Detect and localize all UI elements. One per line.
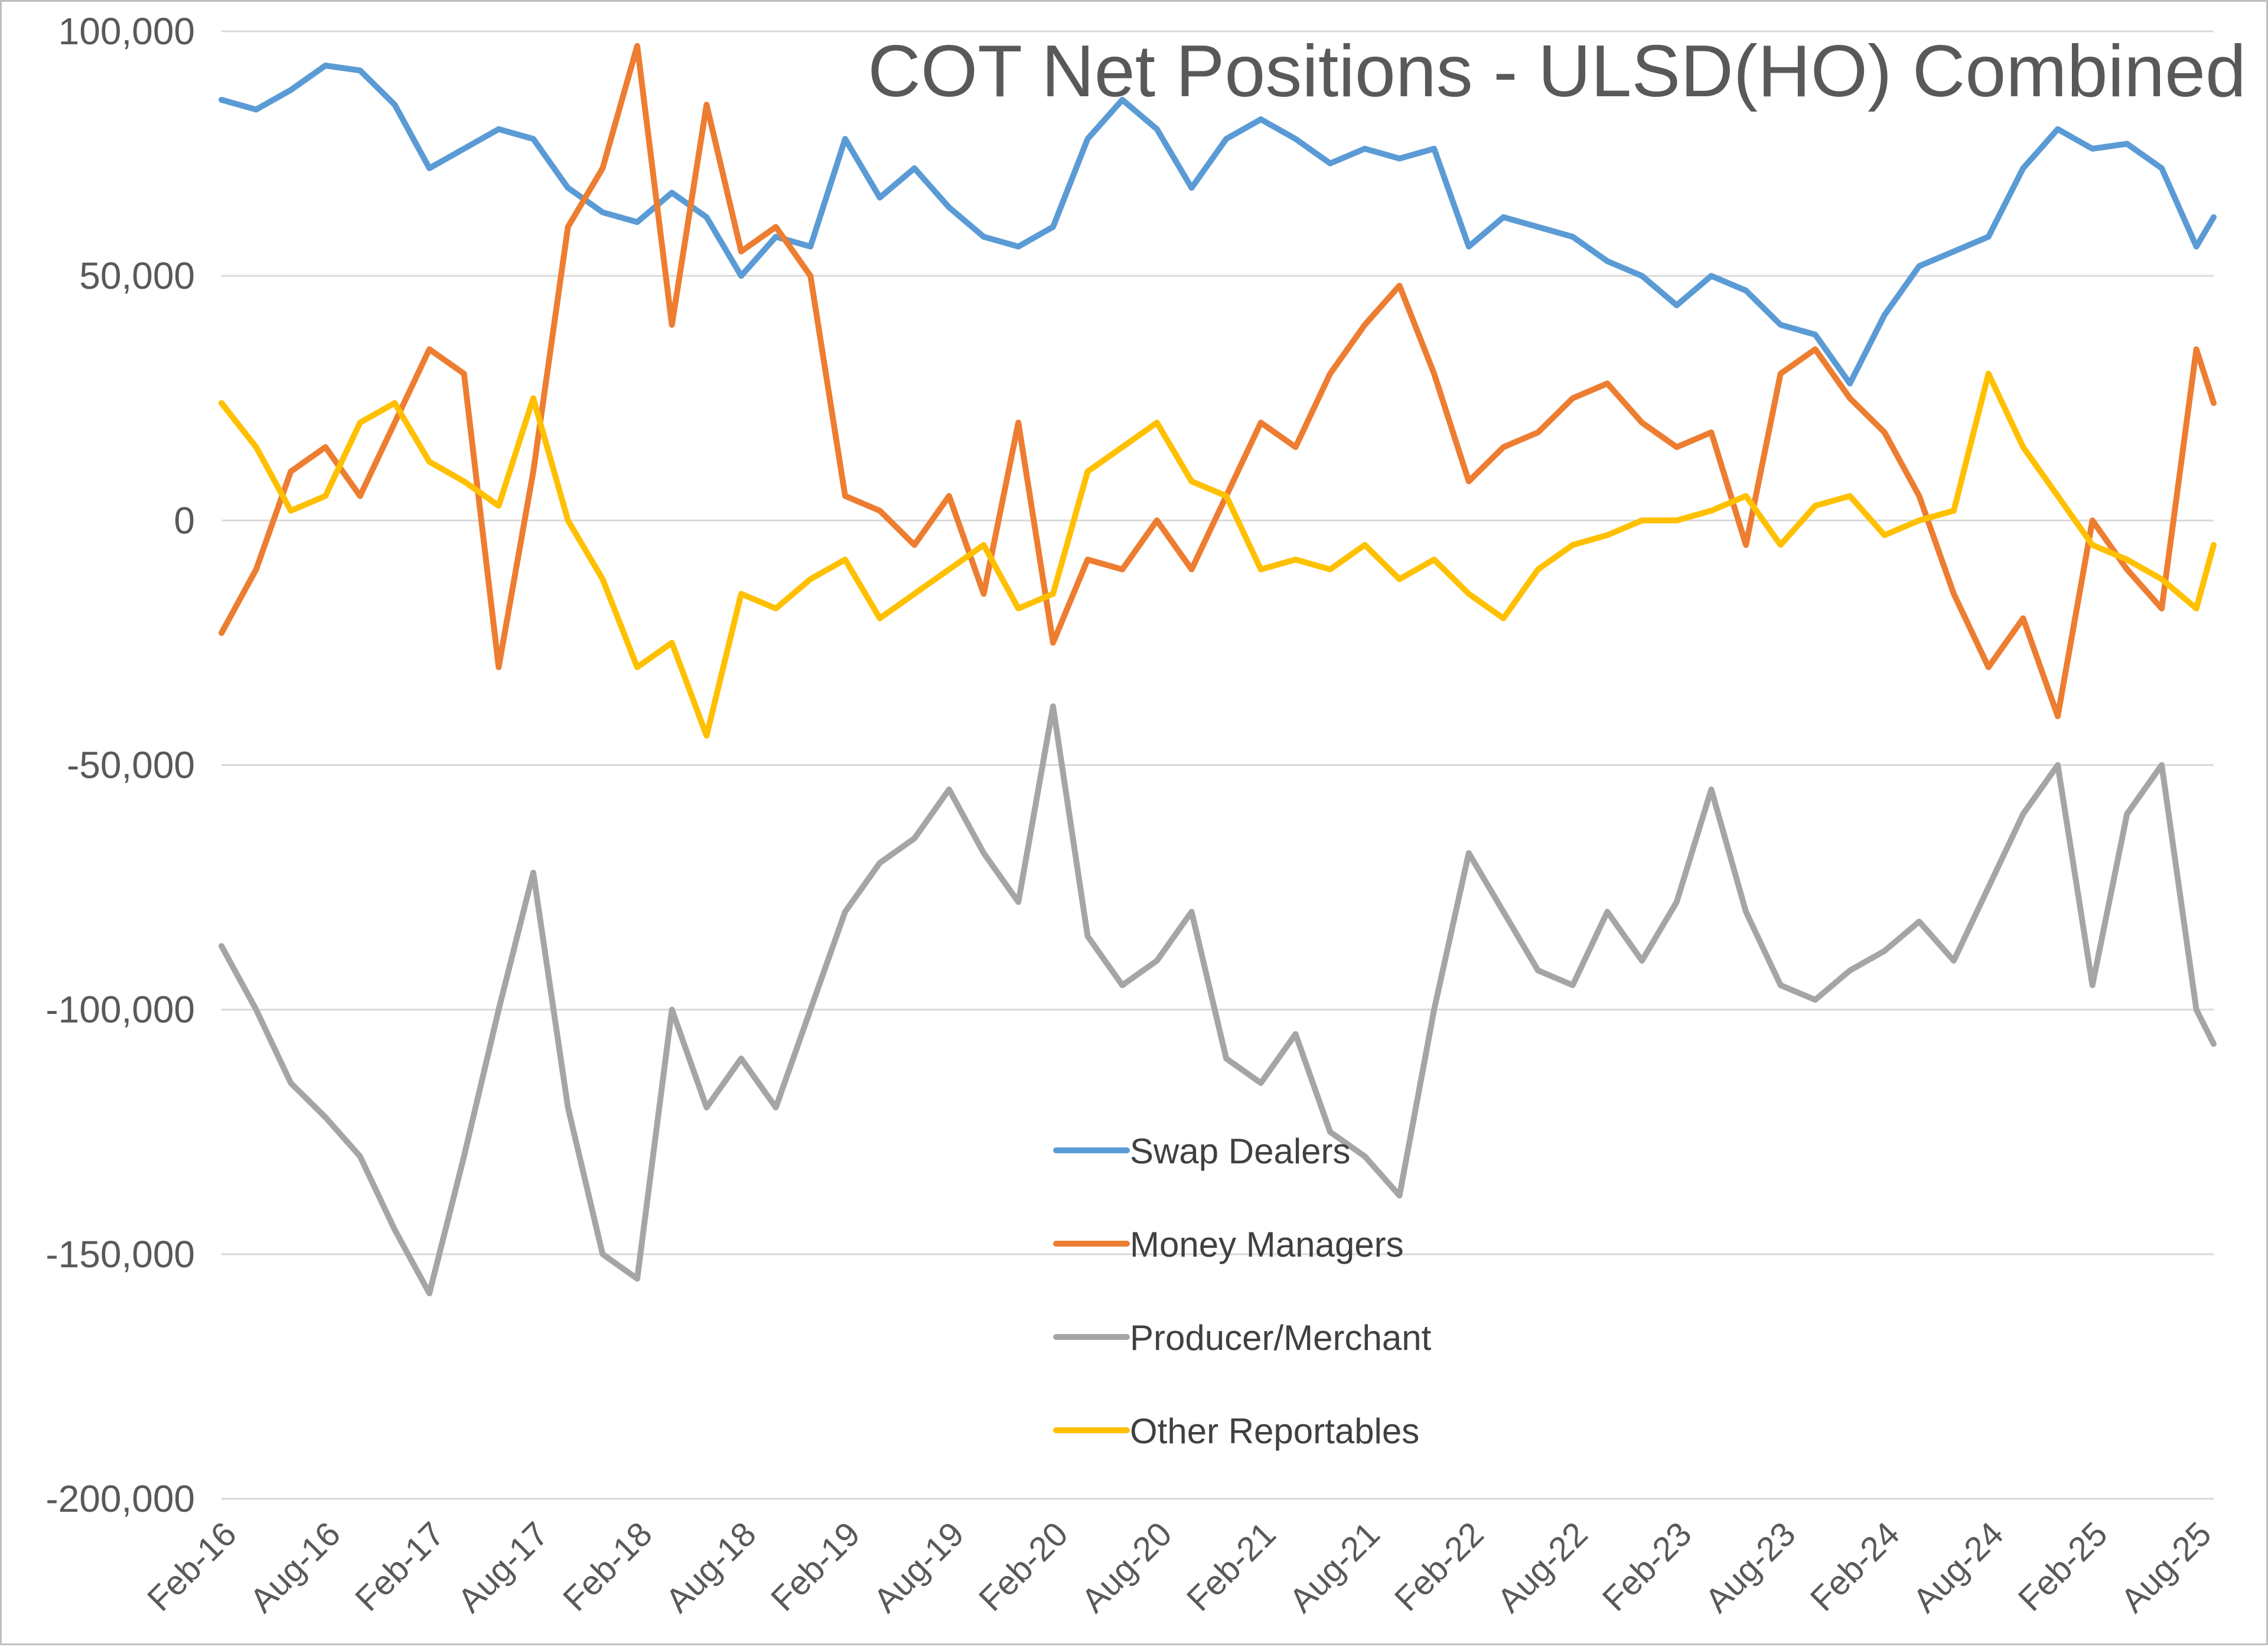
series-lines [219, 43, 2217, 1297]
x-tick-label: Feb-21 [1179, 1515, 1283, 1619]
series-line-swap-dealers [219, 63, 2217, 387]
x-tick-label: Aug-20 [1074, 1515, 1179, 1620]
x-tick-label: Aug-21 [1282, 1515, 1387, 1620]
x-tick-label: Feb-19 [764, 1515, 868, 1619]
x-tick-label: Feb-23 [1595, 1515, 1699, 1619]
y-tick-label: -150,000 [45, 1233, 195, 1276]
x-tick-label: Aug-23 [1697, 1515, 1803, 1620]
y-tick-label: 50,000 [79, 255, 195, 297]
x-tick-label: Aug-17 [451, 1515, 556, 1620]
x-tick-label: Aug-22 [1490, 1515, 1595, 1620]
gridlines [221, 30, 2214, 1500]
x-tick-label: Aug-24 [1905, 1515, 2010, 1620]
y-tick-label: -100,000 [45, 989, 195, 1031]
series-line-other-reportables [219, 370, 2217, 739]
legend: Swap Dealers Money Managers Producer/Merch… [1053, 1131, 1432, 1451]
x-tick-label: Feb-25 [2011, 1515, 2115, 1619]
x-tick-label: Feb-24 [1803, 1515, 1907, 1619]
series-line-producer-merchant [219, 703, 2217, 1297]
x-tick-label: Aug-19 [866, 1515, 972, 1620]
x-tick-label: Feb-18 [556, 1515, 660, 1619]
legend-label: Producer/Merchant [1130, 1318, 1432, 1358]
legend-label: Swap Dealers [1130, 1131, 1351, 1171]
chart-title: COT Net Positions - ULSD(HO) Combined [868, 31, 2246, 112]
x-tick-label: Feb-20 [972, 1515, 1076, 1619]
y-tick-label: 100,000 [58, 10, 195, 53]
x-tick-label: Feb-22 [1387, 1515, 1491, 1619]
y-tick-label: -50,000 [67, 744, 195, 787]
y-axis-tick-labels: 100,000 50,000 0 -50,000 -100,000 -150,000 -20… [45, 10, 195, 1520]
y-tick-label: 0 [174, 499, 195, 542]
legend-label: Other Reportables [1130, 1411, 1419, 1451]
legend-label: Money Managers [1130, 1225, 1404, 1264]
x-tick-label: Aug-18 [659, 1515, 764, 1620]
y-tick-label: -200,000 [45, 1478, 195, 1520]
x-tick-label: Aug-25 [2113, 1515, 2218, 1620]
x-tick-label: Feb-17 [348, 1515, 452, 1619]
x-tick-label: Aug-16 [243, 1515, 348, 1620]
x-tick-label: Feb-16 [140, 1515, 244, 1619]
